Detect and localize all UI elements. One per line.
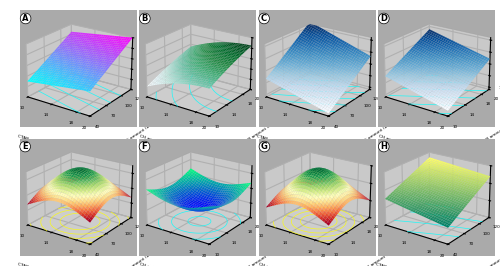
Text: E: E [22,142,28,151]
X-axis label: CTAB amount (mg): CTAB amount (mg) [18,134,58,150]
X-axis label: CH amount (mg): CH amount (mg) [139,135,174,149]
Y-axis label: PC amount (mg): PC amount (mg) [124,122,155,144]
Y-axis label: CTAB amount (mg): CTAB amount (mg) [360,248,396,266]
Y-axis label: CTAB amount (mg): CTAB amount (mg) [479,120,500,146]
X-axis label: CH amount (mg): CH amount (mg) [139,263,174,266]
Y-axis label: PC amount (mg): PC amount (mg) [482,250,500,266]
Y-axis label: CTAB amount (mg): CTAB amount (mg) [240,248,277,266]
X-axis label: CH amount (mg): CH amount (mg) [378,135,414,149]
Text: A: A [22,14,29,23]
X-axis label: CTAB amount (mg): CTAB amount (mg) [256,134,296,150]
X-axis label: CH amount (mg): CH amount (mg) [258,263,294,266]
Text: C: C [261,14,267,23]
Text: D: D [380,14,388,23]
Text: B: B [142,14,148,23]
Y-axis label: PC amount (mg): PC amount (mg) [124,250,155,266]
Text: F: F [142,142,148,151]
X-axis label: CTAB amount (mg): CTAB amount (mg) [18,262,58,266]
Text: G: G [261,142,268,151]
Y-axis label: PC amount (mg): PC amount (mg) [362,122,394,144]
Text: H: H [380,142,387,151]
Y-axis label: CTAB amount (mg): CTAB amount (mg) [240,120,277,146]
X-axis label: CTAB amount (mg): CTAB amount (mg) [376,262,416,266]
